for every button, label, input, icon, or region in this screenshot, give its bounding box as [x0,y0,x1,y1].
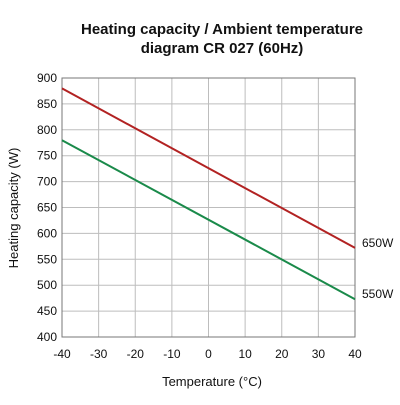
x-tick-label: -30 [90,347,108,361]
series-label-650W: 650W [362,236,394,250]
y-axis-label: Heating capacity (W) [6,148,21,269]
y-tick-label: 700 [37,175,57,189]
chart-title-line1: Heating capacity / Ambient temperature [81,21,363,38]
y-tick-label: 400 [37,330,57,344]
x-tick-label: 40 [348,347,362,361]
y-tick-label: 450 [37,304,57,318]
x-tick-label: -10 [163,347,181,361]
series: 650W 550W [61,87,394,301]
x-axis-label: Temperature (°C) [162,374,262,389]
x-tick-label: 30 [312,347,326,361]
x-tick-label: -40 [53,347,71,361]
y-tick-label: 850 [37,97,57,111]
series-line-650W [61,87,356,249]
y-tick-label: 500 [37,278,57,292]
series-line-550W [61,139,356,301]
axes: -40 -30 -20 -10 0 10 20 30 40 400 450 500 550 600 650 7… [37,71,362,361]
y-tick-label: 750 [37,149,57,163]
chart-title-line2: diagram CR 027 (60Hz) [141,40,304,57]
x-tick-label: 10 [238,347,252,361]
x-tick-label: -20 [127,347,145,361]
x-tick-label: 20 [275,347,289,361]
series-label-550W: 550W [362,287,394,301]
y-tick-label: 650 [37,201,57,215]
y-tick-label: 900 [37,71,57,85]
y-tick-label: 550 [37,252,57,266]
grid [61,77,356,338]
x-tick-label: 0 [205,347,212,361]
y-tick-label: 600 [37,226,57,240]
plot-frame [61,77,356,338]
y-tick-label: 800 [37,123,57,137]
